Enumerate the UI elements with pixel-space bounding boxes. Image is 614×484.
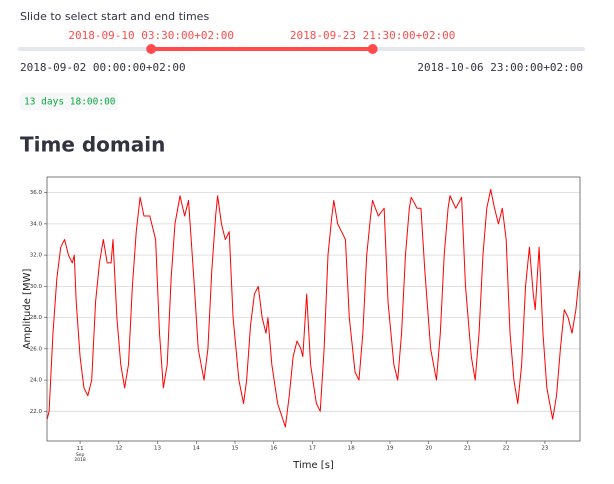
y-tick-label: 36.0 (30, 190, 43, 196)
x-tick-label: 14 (193, 446, 200, 452)
y-tick-label: 30.0 (30, 284, 43, 290)
duration: 13 days 18:00:00 (24, 97, 116, 108)
y-tick-label: 22.0 (30, 409, 43, 415)
slider-max: 2018-10-06 23:00:00+02:00 (417, 61, 583, 74)
y-axis-label: Amplitude [MW] (22, 269, 33, 350)
y-tick-label: 34.0 (30, 221, 43, 227)
x-tick-label: 11 Sep 2018 (74, 446, 86, 463)
y-tick-label: 32.0 (30, 253, 43, 259)
slider-min: 2018-09-02 00:00:00+02:00 (20, 61, 186, 74)
slider-value: 2018-09-23 21:30:00+02:00 (290, 29, 456, 42)
y-tick-label: 26.0 (30, 346, 43, 352)
x-tick-label: 15 (232, 446, 239, 452)
x-tick-label: 22 (503, 446, 510, 452)
slider-handle[interactable] (146, 44, 157, 54)
x-axis-label: Time [s] (292, 460, 334, 471)
heading: Time domain (20, 133, 165, 157)
x-tick-label: 16 (270, 446, 277, 452)
x-tick-label: 20 (425, 446, 432, 452)
x-tick-label: 21 (464, 446, 471, 452)
y-tick-label: 24.0 (30, 378, 43, 384)
data-line (46, 189, 581, 428)
duration-badge (20, 93, 118, 110)
plot-frame (46, 176, 581, 442)
x-tick-label: 17 (309, 446, 316, 452)
x-tick-label: 23 (541, 446, 548, 452)
x-tick-label: 18 (348, 446, 355, 452)
y-tick-label: 28.0 (30, 315, 43, 321)
x-tick-label: 19 (386, 446, 393, 452)
x-tick-label: 13 (154, 446, 161, 452)
x-tick-label: 12 (115, 446, 122, 452)
slider-handle[interactable] (367, 44, 378, 54)
slider-label: Slide to select start and end times (20, 10, 209, 23)
slider-value: 2018-09-10 03:30:00+02:00 (68, 29, 234, 42)
